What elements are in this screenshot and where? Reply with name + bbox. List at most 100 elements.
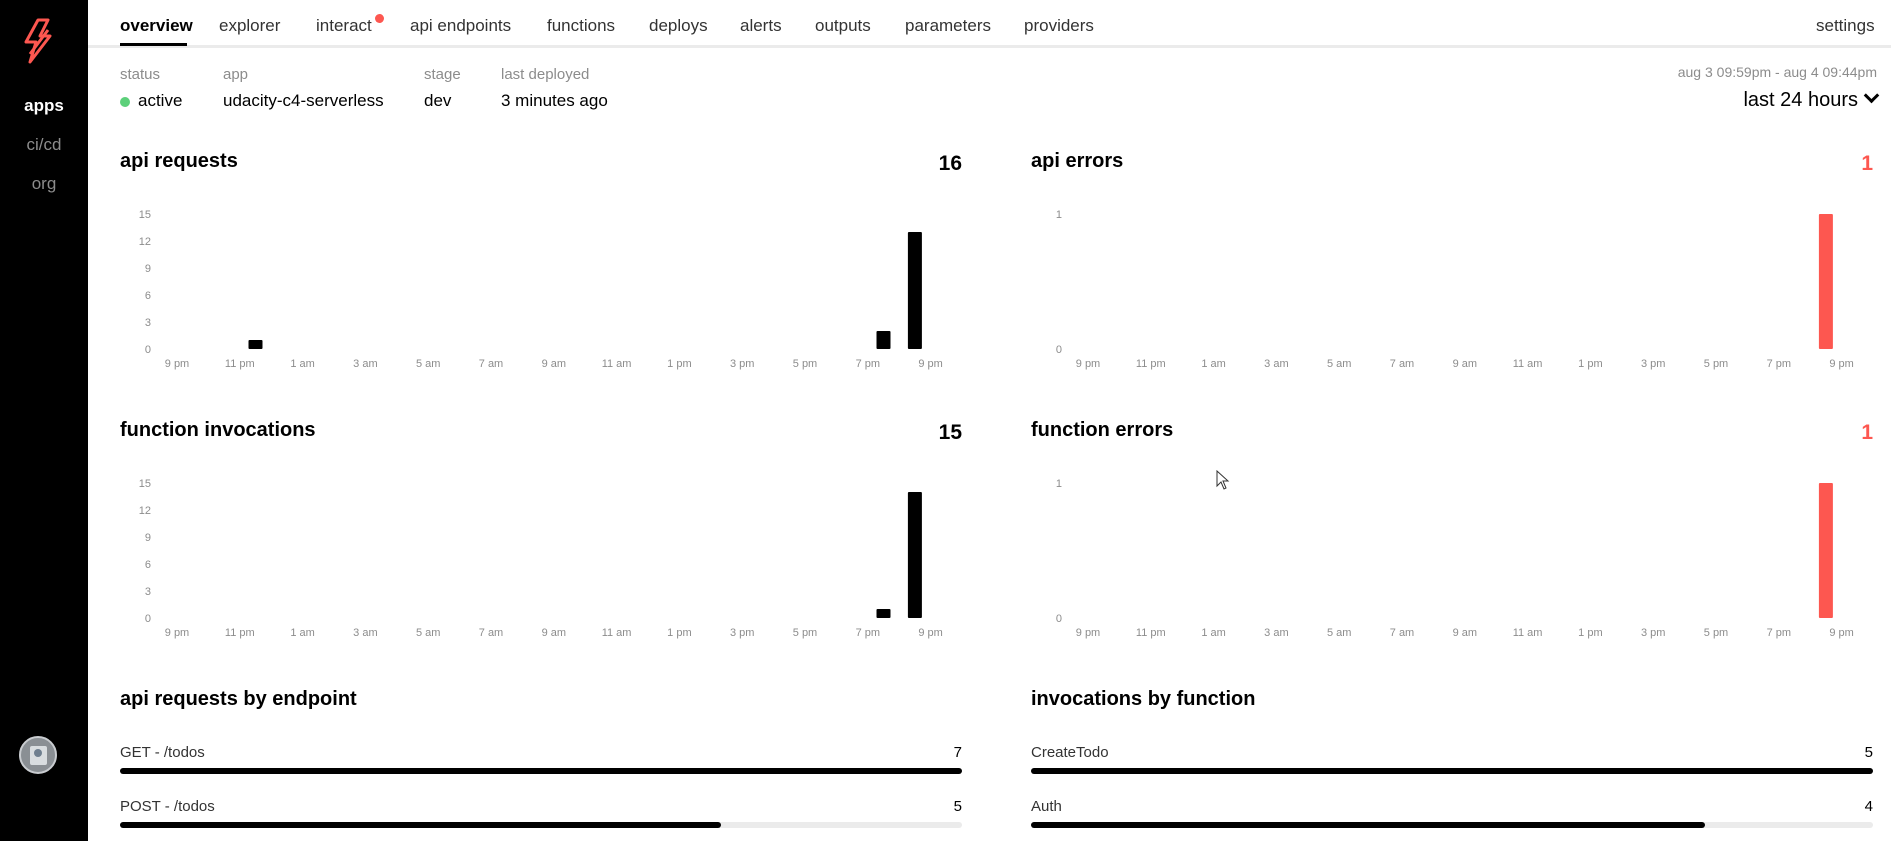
y-tick-label: 3: [145, 586, 151, 598]
x-tick-label: 11 am: [602, 627, 632, 639]
endpoint-bar-get-todos[interactable]: [120, 768, 962, 774]
chart-bar: [248, 340, 263, 349]
x-tick-label: 5 pm: [1704, 627, 1728, 639]
panel-title-requests-by-endpoint: api requests by endpoint: [120, 688, 357, 710]
function-value-auth: 4: [1864, 798, 1873, 815]
panel-title-api-requests: api requests: [120, 150, 238, 172]
panel-total-function-invocations: 15: [938, 421, 962, 444]
serverless-bolt-icon[interactable]: [20, 18, 56, 64]
x-tick-label: 7 pm: [1767, 358, 1791, 370]
function-errors-chart: 0 1 9 pm 11 pm 1 am 3 am 5 am 7 am 9 am 11 am 1 pm…: [1056, 478, 1854, 639]
x-tick-label: 5 pm: [1704, 358, 1728, 370]
chart-bar: [1818, 483, 1833, 618]
time-range-dropdown[interactable]: last 24 hours: [1743, 87, 1880, 112]
x-tick-label: 11 pm: [1136, 358, 1166, 370]
app-value: udacity-c4-serverless: [223, 91, 384, 110]
settings-link[interactable]: settings: [1816, 16, 1875, 35]
tab-outputs[interactable]: outputs: [815, 16, 871, 35]
y-tick-label: 1: [1056, 209, 1062, 221]
x-tick-label: 1 am: [1201, 358, 1225, 370]
endpoint-bar-fill: [120, 822, 722, 828]
x-tick-label: 9 am: [1453, 358, 1477, 370]
tab-providers[interactable]: providers: [1024, 16, 1094, 35]
notification-dot-icon: [375, 14, 384, 23]
tab-parameters[interactable]: parameters: [905, 16, 991, 35]
function-label-auth: Auth: [1031, 798, 1062, 815]
x-tick-label: 5 pm: [793, 627, 817, 639]
mouse-pointer-icon: [1216, 470, 1230, 490]
chart-bar: [907, 232, 922, 349]
x-tick-label: 3 pm: [730, 358, 754, 370]
x-tick-label: 1 pm: [1578, 358, 1602, 370]
tab-api-endpoints[interactable]: api endpoints: [410, 16, 512, 35]
x-tick-label: 1 am: [290, 358, 314, 370]
time-range-value: last 24 hours: [1743, 89, 1858, 111]
status-value: active: [138, 91, 183, 110]
y-tick-label: 6: [145, 290, 151, 302]
sidebar-item-cicd[interactable]: ci/cd: [26, 135, 62, 154]
time-range-text: aug 3 09:59pm - aug 4 09:44pm: [1677, 64, 1877, 80]
x-tick-label: 7 pm: [1767, 627, 1791, 639]
x-tick-label: 5 pm: [793, 358, 817, 370]
function-bar-fill: [1031, 822, 1705, 828]
y-tick-label: 0: [1056, 613, 1062, 625]
tab-overview[interactable]: overview: [120, 16, 193, 35]
y-tick-label: 0: [145, 613, 151, 625]
panel-total-api-errors: 1: [1861, 152, 1873, 175]
function-bar-auth[interactable]: [1031, 822, 1873, 828]
sidebar-item-org[interactable]: org: [31, 174, 57, 193]
x-tick-label: 9 pm: [918, 627, 942, 639]
api-errors-chart: 0 1 9 pm 11 pm 1 am 3 am 5 am 7 am 9 am 11 am 1 pm…: [1056, 209, 1854, 370]
x-tick-label: 9 pm: [1076, 627, 1100, 639]
endpoint-value-get-todos: 7: [953, 744, 962, 761]
x-tick-label: 3 pm: [1641, 358, 1665, 370]
x-tick-label: 9 am: [1453, 627, 1477, 639]
x-tick-label: 1 am: [1201, 627, 1225, 639]
tab-interact[interactable]: interact: [316, 16, 372, 35]
y-tick-label: 15: [139, 478, 151, 490]
function-bar-createtodo[interactable]: [1031, 768, 1873, 774]
user-avatar-icon[interactable]: [19, 736, 57, 774]
panel-title-invocations-by-function: invocations by function: [1031, 688, 1256, 710]
panel-title-function-invocations: function invocations: [120, 419, 316, 441]
x-tick-label: 9 am: [542, 627, 566, 639]
tab-alerts[interactable]: alerts: [740, 16, 782, 35]
y-tick-label: 1: [1056, 478, 1062, 490]
x-tick-label: 1 pm: [667, 358, 691, 370]
endpoint-label-get-todos: GET - /todos: [120, 744, 205, 761]
x-tick-label: 9 am: [542, 358, 566, 370]
last-deployed-value: 3 minutes ago: [501, 91, 608, 110]
y-tick-label: 12: [139, 505, 151, 517]
y-tick-label: 9: [145, 532, 151, 544]
x-tick-label: 11 am: [1513, 627, 1543, 639]
chart-bar: [907, 492, 922, 618]
panel-title-api-errors: api errors: [1031, 150, 1124, 172]
x-tick-label: 3 am: [1264, 358, 1288, 370]
x-tick-label: 1 pm: [1578, 627, 1602, 639]
y-tick-label: 6: [145, 559, 151, 571]
tab-functions[interactable]: functions: [547, 16, 616, 35]
x-tick-label: 11 am: [602, 358, 632, 370]
y-tick-label: 12: [139, 236, 151, 248]
y-tick-label: 0: [145, 344, 151, 356]
tab-deploys[interactable]: deploys: [649, 16, 708, 35]
last-deployed-label: last deployed: [501, 66, 590, 83]
api-requests-chart: 0 3 6 9 12 15 9 pm 11 pm 1 am 3 am 5 am 7 am 9 am 11 …: [139, 209, 943, 370]
x-tick-label: 9 pm: [165, 627, 189, 639]
function-label-createtodo: CreateTodo: [1031, 744, 1109, 761]
x-tick-label: 3 pm: [1641, 627, 1665, 639]
x-tick-label: 11 pm: [225, 627, 255, 639]
x-tick-label: 7 am: [479, 358, 503, 370]
app-label: app: [223, 66, 249, 83]
sidebar-item-apps[interactable]: apps: [24, 96, 64, 115]
x-tick-label: 7 am: [479, 627, 503, 639]
x-tick-label: 7 am: [1390, 627, 1414, 639]
endpoint-bar-fill: [120, 768, 962, 774]
x-tick-label: 3 am: [353, 358, 377, 370]
x-tick-label: 9 pm: [918, 358, 942, 370]
tab-explorer[interactable]: explorer: [219, 16, 281, 35]
chart-bar: [1818, 214, 1833, 349]
endpoint-bar-post-todos[interactable]: [120, 822, 962, 828]
y-tick-label: 9: [145, 263, 151, 275]
active-tab-indicator: [120, 43, 187, 46]
